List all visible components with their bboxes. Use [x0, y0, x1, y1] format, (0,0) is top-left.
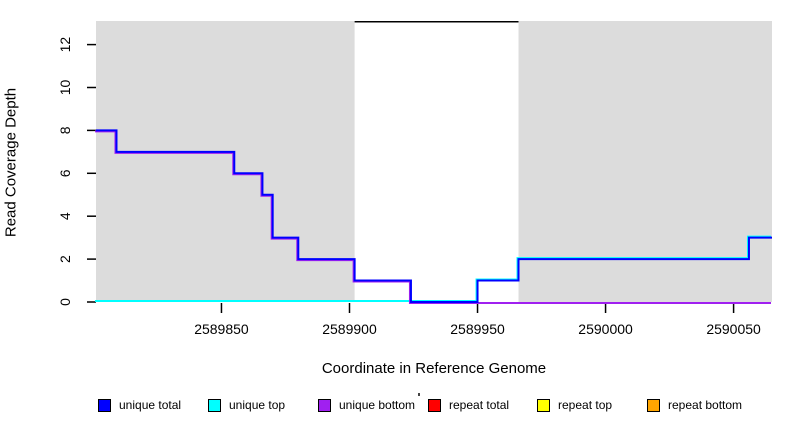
x-axis-tick-label: 2589950 [450, 321, 505, 337]
y-axis-tick-label: 8 [57, 126, 73, 134]
x-axis-title: Coordinate in Reference Genome [321, 360, 547, 377]
repeat-top-swatch-icon [537, 399, 550, 412]
unique-bottom-swatch-icon [318, 399, 331, 412]
legend-label: repeat bottom [668, 398, 743, 412]
repeat-bottom-swatch-icon [647, 399, 660, 412]
x-axis-tick-label: 2590050 [706, 321, 761, 337]
stray-mark [418, 393, 420, 396]
y-axis-tick-label: 2 [57, 255, 73, 263]
series-line-unique-total [96, 129, 772, 303]
unique-total-swatch-icon [98, 399, 111, 412]
x-axis-tick-label: 2589850 [194, 321, 249, 337]
y-axis-tick-label: 4 [57, 212, 73, 220]
legend-label: repeat total [449, 398, 510, 412]
x-axis-tick-label: 2589900 [322, 321, 377, 337]
legend-label: repeat top [558, 398, 613, 412]
repeat-region [354, 21, 519, 302]
y-axis-title: Read Coverage Depth [2, 87, 20, 238]
legend: unique total unique top unique bottom re… [0, 392, 792, 422]
y-axis-tick-label: 0 [57, 298, 73, 306]
legend-label: unique bottom [339, 398, 416, 412]
y-axis-tick-label: 12 [57, 37, 73, 53]
repeat-total-swatch-icon [428, 399, 441, 412]
legend-label: unique top [229, 398, 286, 412]
y-axis-tick-label: 10 [57, 79, 73, 95]
x-axis-tick-label: 2590000 [578, 321, 633, 337]
legend-label: unique total [119, 398, 182, 412]
unique-top-swatch-icon [208, 399, 221, 412]
y-axis-tick-label: 6 [57, 169, 73, 177]
